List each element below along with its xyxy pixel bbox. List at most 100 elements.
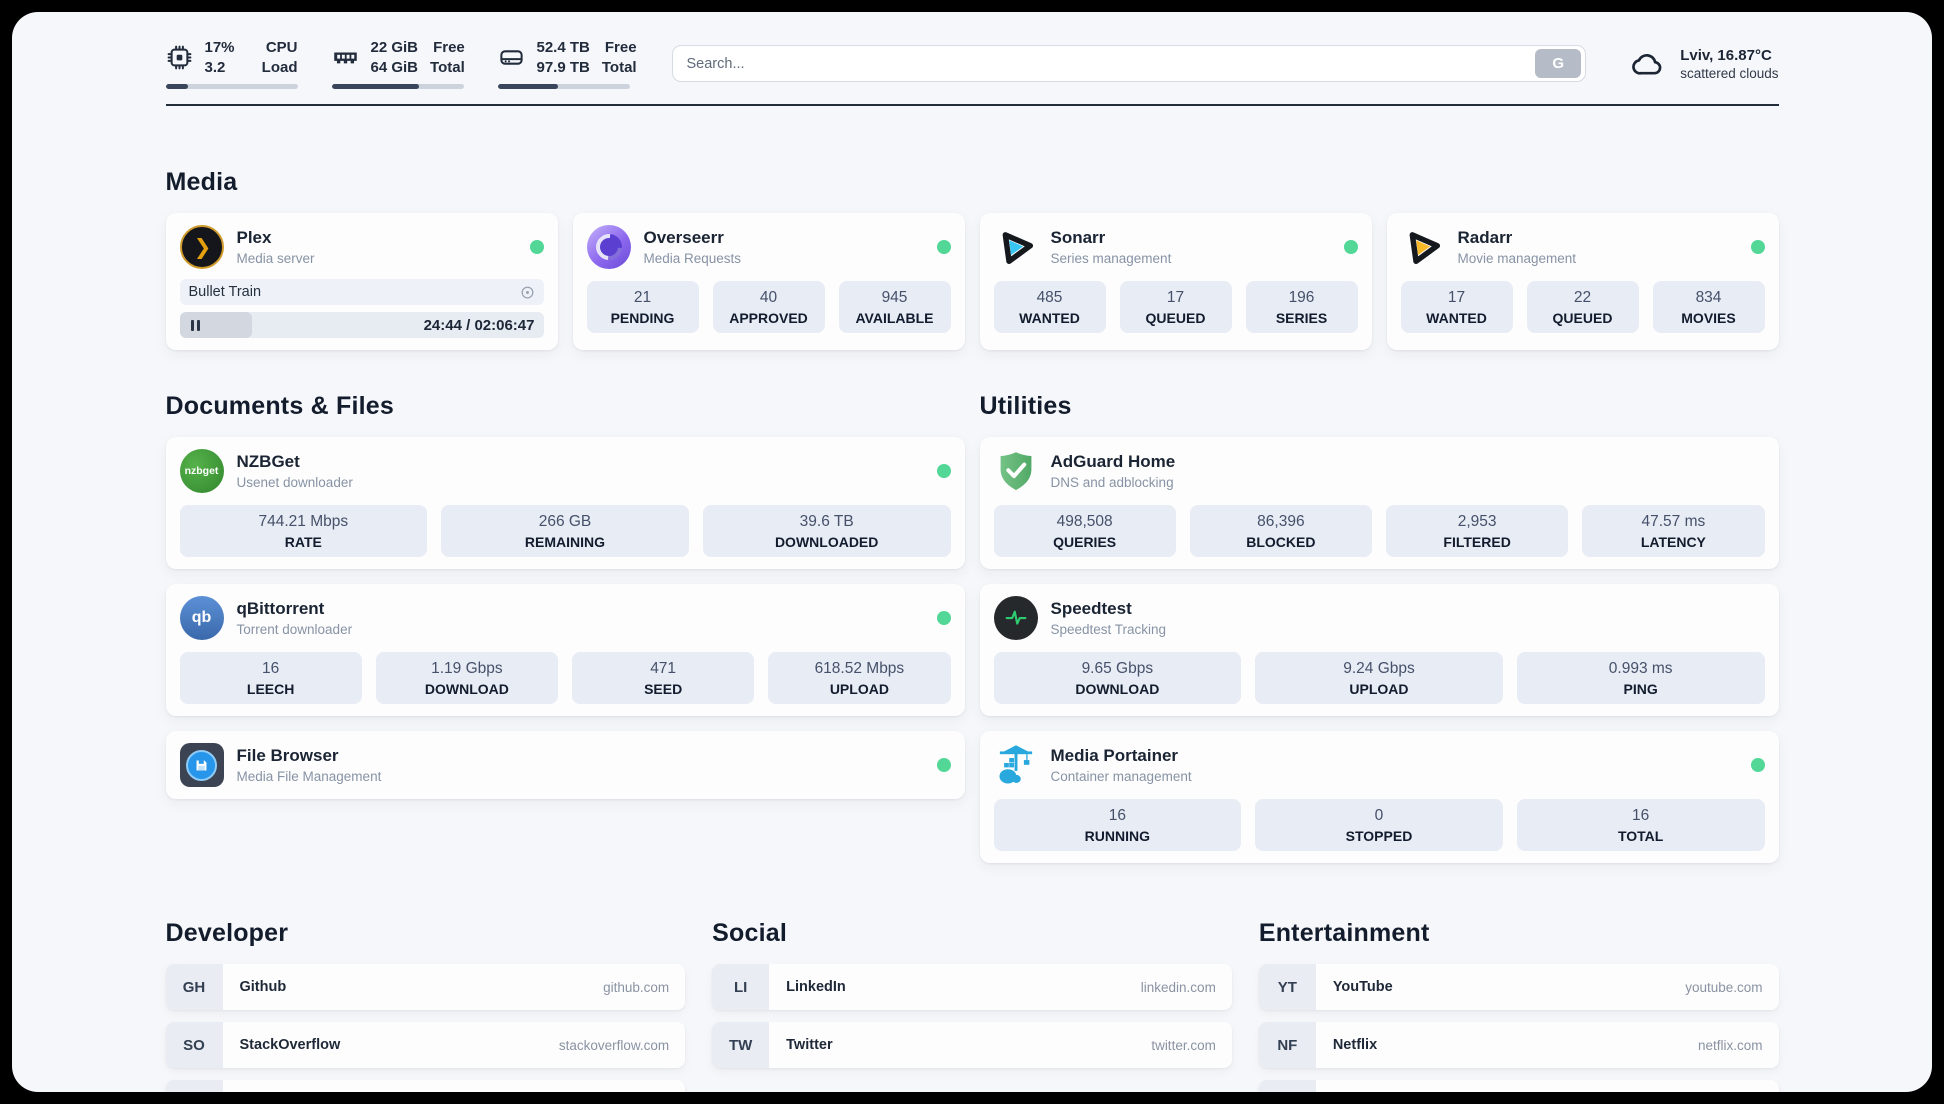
stat-upload: 9.24 Gbps UPLOAD <box>1255 652 1503 704</box>
plex-icon: ❯ <box>179 225 224 269</box>
bookmark-abbr: RE <box>1258 1080 1316 1092</box>
search-engine-button[interactable]: G <box>1535 49 1582 78</box>
bookmark-group-developer: Developer GH Github github.com SO StackO… <box>165 919 686 1092</box>
section-title-media: Media <box>165 168 238 196</box>
cpu-usage-value: 17% <box>204 39 235 56</box>
utilities-column: AdGuard Home DNS and adblocking 498,508 … <box>979 437 1779 863</box>
section-title-documents: Documents & Files <box>165 392 394 420</box>
app-subtitle: Media Requests <box>643 251 742 266</box>
header-divider <box>165 104 1779 106</box>
weather-widget[interactable]: Lviv, 16.87°C scattered clouds <box>1628 46 1779 81</box>
app-card-portainer[interactable]: Media Portainer Container management 16 … <box>979 731 1779 863</box>
ram-total-value: 64 GiB <box>370 58 419 76</box>
bookmark-stackoverflow[interactable]: SO StackOverflow stackoverflow.com <box>165 1022 686 1068</box>
stat-queries: 498,508 QUERIES <box>993 505 1176 557</box>
app-card-filebrowser[interactable]: File Browser Media File Management <box>165 731 965 799</box>
app-name: Speedtest <box>1050 599 1132 618</box>
app-name: Radarr <box>1457 228 1513 247</box>
app-name: File Browser <box>236 746 339 765</box>
pause-icon[interactable] <box>190 319 200 331</box>
documents-column: nzbget NZBGet Usenet downloader 744.21 M… <box>165 437 965 799</box>
section-title-entertainment: Entertainment <box>1258 919 1430 947</box>
bookmark-abbr: NF <box>1258 1022 1316 1068</box>
bookmark-abbr: TW <box>712 1022 770 1068</box>
bookmark-reddit[interactable]: RE Reddit reddit.com <box>1258 1080 1779 1092</box>
app-card-nzbget[interactable]: nzbget NZBGet Usenet downloader 744.21 M… <box>165 437 965 569</box>
ram-stat: 22 GiB 64 GiB Free Total <box>331 38 465 89</box>
app-name: AdGuard Home <box>1050 452 1176 471</box>
app-name: Plex <box>236 228 272 247</box>
playback-time: 24:44 / 02:06:47 <box>423 316 535 334</box>
app-card-adguard[interactable]: AdGuard Home DNS and adblocking 498,508 … <box>979 437 1779 569</box>
cpu-icon <box>166 44 193 71</box>
app-subtitle: Media server <box>236 251 315 266</box>
stat-upload: 618.52 Mbps UPLOAD <box>768 652 951 704</box>
bookmark-name: LinkedIn <box>786 979 846 995</box>
bookmark-linkedin[interactable]: LI LinkedIn linkedin.com <box>712 964 1232 1010</box>
bookmark-url: stackoverflow.com <box>558 1037 670 1053</box>
app-card-overseerr[interactable]: Overseerr Media Requests 21 PENDING 40 A… <box>572 213 965 350</box>
disk-stat: 52.4 TB 97.9 TB Free Total <box>497 38 637 89</box>
ram-free-label: Free <box>433 39 465 56</box>
app-card-radarr[interactable]: Radarr Movie management 17 WANTED 22 QUE… <box>1386 213 1779 350</box>
bookmark-abbr: YT <box>1258 964 1316 1010</box>
bookmark-name: Netflix <box>1332 1037 1378 1053</box>
app-name: NZBGet <box>236 452 300 471</box>
section-title-utilities: Utilities <box>979 392 1072 420</box>
stat-rate: 744.21 Mbps RATE <box>179 505 428 557</box>
bookmark-url: youtube.com <box>1685 979 1763 995</box>
stat-stopped: 0 STOPPED <box>1255 799 1503 851</box>
app-card-sonarr[interactable]: Sonarr Series management 485 WANTED 17 Q… <box>979 213 1372 350</box>
search-input[interactable] <box>686 55 1536 72</box>
playback-progress-row: 24:44 / 02:06:47 <box>179 312 544 338</box>
system-stats: 17% 3.2 CPU Load <box>165 38 637 89</box>
cpu-label: CPU <box>265 39 298 56</box>
section-title-developer: Developer <box>165 919 289 947</box>
stat-wanted: 17 WANTED <box>1400 281 1513 333</box>
section-title-social: Social <box>712 919 788 947</box>
stat-remaining: 266 GB REMAINING <box>441 505 689 557</box>
app-card-qbittorrent[interactable]: qb qBittorrent Torrent downloader 16 LEE… <box>165 584 965 716</box>
stat-leech: 16 LEECH <box>179 652 362 704</box>
bookmark-name: Github <box>239 979 287 995</box>
bookmark-url: github.com <box>603 979 670 995</box>
app-subtitle: Speedtest Tracking <box>1050 622 1167 637</box>
dashboard: 17% 3.2 CPU Load <box>12 12 1932 1092</box>
search-bar: G <box>671 45 1587 82</box>
bookmark-twitter[interactable]: TW Twitter twitter.com <box>712 1022 1232 1068</box>
overseerr-icon <box>586 225 631 269</box>
now-playing-row: Bullet Train <box>179 279 544 305</box>
bookmark-github[interactable]: GH Github github.com <box>165 964 686 1010</box>
app-card-speedtest[interactable]: Speedtest Speedtest Tracking 9.65 Gbps D… <box>979 584 1779 716</box>
app-subtitle: Torrent downloader <box>236 622 353 637</box>
stat-movies: 834 MOVIES <box>1652 281 1765 333</box>
bookmark-group-entertainment: Entertainment YT YouTube youtube.com NF … <box>1258 919 1779 1092</box>
app-name: qBittorrent <box>236 599 325 618</box>
ram-icon <box>332 44 359 71</box>
bookmark-netflix[interactable]: NF Netflix netflix.com <box>1258 1022 1779 1068</box>
app-subtitle: DNS and adblocking <box>1050 475 1174 490</box>
bookmark-youtube[interactable]: YT YouTube youtube.com <box>1258 964 1779 1010</box>
stat-blocked: 86,396 BLOCKED <box>1189 505 1372 557</box>
cpu-load-label: Load <box>261 58 298 76</box>
stat-running: 16 RUNNING <box>993 799 1242 851</box>
stat-queued: 17 QUEUED <box>1119 281 1232 333</box>
weather-condition: scattered clouds <box>1680 65 1779 81</box>
bookmark-name: Twitter <box>786 1037 833 1053</box>
cpu-progress-bar <box>165 84 298 89</box>
stat-filtered: 2,953 FILTERED <box>1386 505 1569 557</box>
weather-location: Lviv, 16.87°C <box>1680 46 1772 64</box>
stat-total: 16 TOTAL <box>1516 799 1765 851</box>
ram-progress-bar <box>331 84 464 89</box>
stat-seed: 471 SEED <box>572 652 755 704</box>
bookmark-url: netflix.com <box>1697 1037 1763 1053</box>
nzbget-icon: nzbget <box>179 449 224 493</box>
cpu-stat: 17% 3.2 CPU Load <box>165 38 298 89</box>
session-record-icon <box>520 285 535 300</box>
app-card-plex[interactable]: ❯ Plex Media server Bullet Train <box>165 213 558 350</box>
bookmark-url: linkedin.com <box>1140 979 1216 995</box>
stat-pending: 21 PENDING <box>586 281 699 333</box>
bookmark-dev[interactable]: DT DEV dev.to <box>165 1080 686 1092</box>
stat-downloaded: 39.6 TB DOWNLOADED <box>702 505 951 557</box>
bookmark-url: twitter.com <box>1151 1037 1216 1053</box>
